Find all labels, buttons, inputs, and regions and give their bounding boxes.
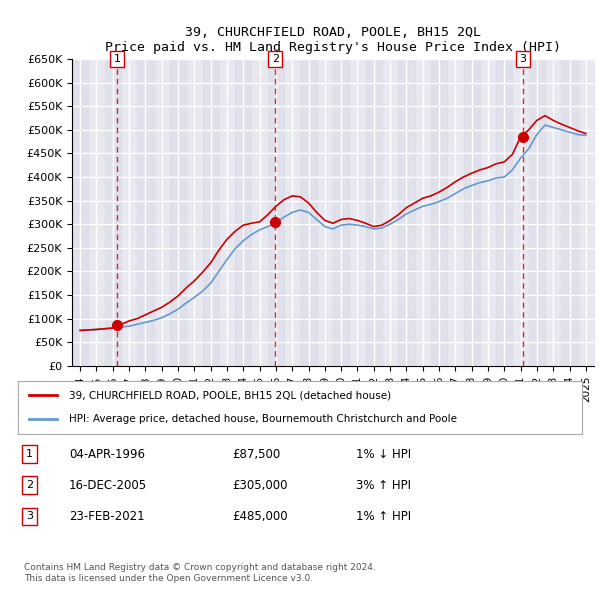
Text: £87,500: £87,500 bbox=[232, 448, 281, 461]
Text: 04-APR-1996: 04-APR-1996 bbox=[69, 448, 145, 461]
Text: £485,000: £485,000 bbox=[232, 510, 288, 523]
Bar bbox=[496, 59, 512, 366]
Text: 3: 3 bbox=[26, 512, 33, 522]
Text: 1% ↑ HPI: 1% ↑ HPI bbox=[356, 510, 412, 523]
Text: 23-FEB-2021: 23-FEB-2021 bbox=[69, 510, 145, 523]
Text: £305,000: £305,000 bbox=[232, 478, 288, 492]
Bar bbox=[268, 59, 284, 366]
Text: 1% ↓ HPI: 1% ↓ HPI bbox=[356, 448, 412, 461]
Bar bbox=[301, 59, 317, 366]
Bar bbox=[562, 59, 578, 366]
Bar bbox=[398, 59, 415, 366]
Bar bbox=[137, 59, 154, 366]
Text: 3% ↑ HPI: 3% ↑ HPI bbox=[356, 478, 412, 492]
Text: 39, CHURCHFIELD ROAD, POOLE, BH15 2QL (detached house): 39, CHURCHFIELD ROAD, POOLE, BH15 2QL (d… bbox=[69, 391, 391, 401]
Text: HPI: Average price, detached house, Bournemouth Christchurch and Poole: HPI: Average price, detached house, Bour… bbox=[69, 414, 457, 424]
Text: 2: 2 bbox=[272, 54, 279, 64]
Bar bbox=[365, 59, 382, 366]
Bar bbox=[72, 59, 88, 366]
Text: 16-DEC-2005: 16-DEC-2005 bbox=[69, 478, 147, 492]
Text: 2: 2 bbox=[26, 480, 33, 490]
Bar bbox=[529, 59, 545, 366]
Text: Contains HM Land Registry data © Crown copyright and database right 2024.
This d: Contains HM Land Registry data © Crown c… bbox=[24, 563, 376, 583]
Title: 39, CHURCHFIELD ROAD, POOLE, BH15 2QL
Price paid vs. HM Land Registry's House Pr: 39, CHURCHFIELD ROAD, POOLE, BH15 2QL Pr… bbox=[105, 26, 561, 54]
Text: 1: 1 bbox=[26, 449, 33, 459]
Bar bbox=[170, 59, 186, 366]
Bar bbox=[431, 59, 447, 366]
Bar bbox=[104, 59, 121, 366]
Bar bbox=[333, 59, 349, 366]
Text: 3: 3 bbox=[520, 54, 526, 64]
Bar bbox=[235, 59, 251, 366]
Bar bbox=[464, 59, 480, 366]
Text: 1: 1 bbox=[113, 54, 121, 64]
Bar bbox=[203, 59, 219, 366]
